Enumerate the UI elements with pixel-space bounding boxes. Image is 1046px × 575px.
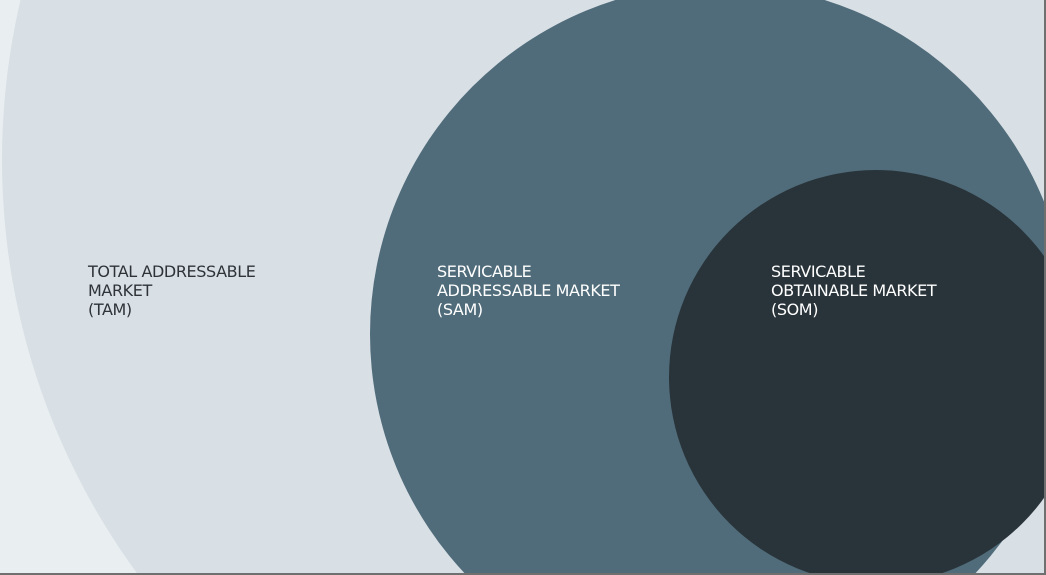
sam-label-line-1: SERVICABLE	[437, 262, 532, 281]
frame-bottom-border	[0, 573, 1046, 575]
tam-label: TOTAL ADDRESSABLE MARKET (TAM)	[88, 262, 256, 319]
sam-label-line-3: (SAM)	[437, 300, 483, 319]
sam-label: SERVICABLE ADDRESSABLE MARKET (SAM)	[437, 262, 620, 319]
som-label-line-2: OBTAINABLE MARKET	[771, 281, 937, 300]
tam-label-line-3: (TAM)	[88, 300, 132, 319]
som-label: SERVICABLE OBTAINABLE MARKET (SOM)	[771, 262, 937, 319]
sam-label-line-2: ADDRESSABLE MARKET	[437, 281, 620, 300]
frame-right-border	[1044, 0, 1046, 575]
som-label-line-1: SERVICABLE	[771, 262, 866, 281]
som-circle	[669, 170, 1046, 575]
som-label-line-3: (SOM)	[771, 300, 819, 319]
tam-label-line-2: MARKET	[88, 281, 152, 300]
tam-label-line-1: TOTAL ADDRESSABLE	[88, 262, 256, 281]
